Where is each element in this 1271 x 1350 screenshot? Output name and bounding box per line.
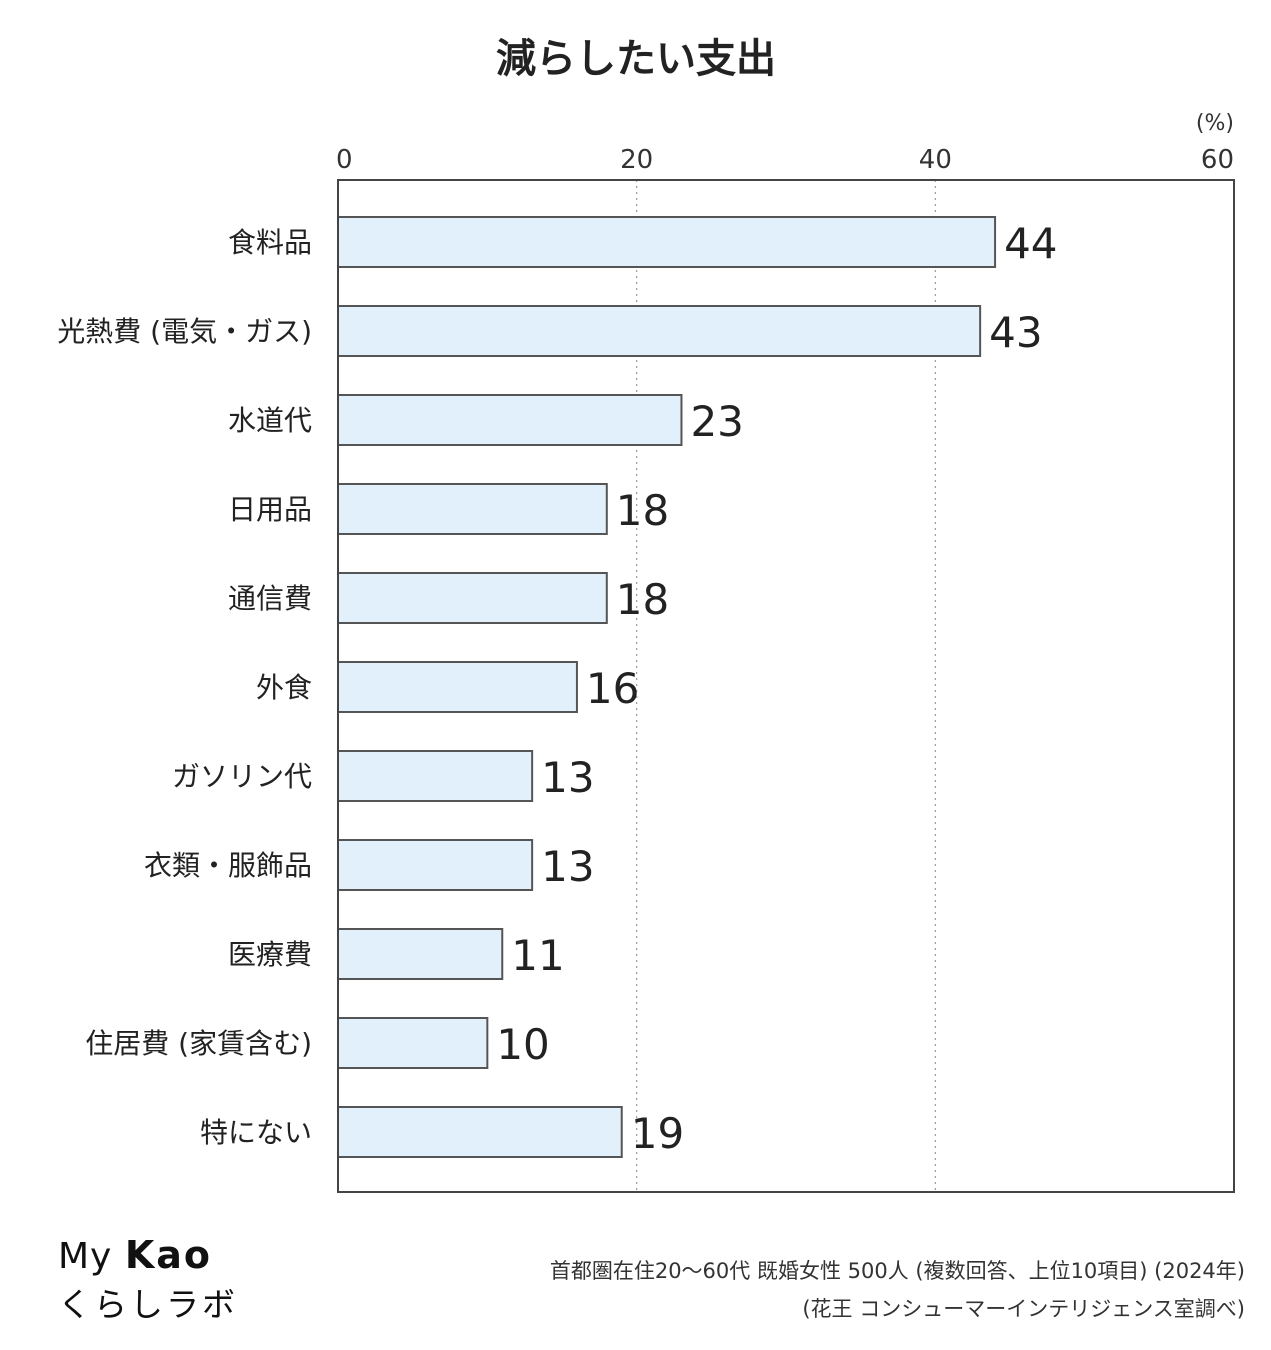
x-tick-label: 20 xyxy=(620,145,653,175)
bars xyxy=(337,216,997,1158)
bar xyxy=(337,928,504,980)
bar xyxy=(337,661,578,713)
value-label: 13 xyxy=(541,842,594,891)
value-label: 23 xyxy=(690,397,743,446)
value-label: 10 xyxy=(496,1020,549,1069)
plot-frame xyxy=(337,179,1235,1193)
bar xyxy=(337,394,683,446)
logo-my-text: My xyxy=(58,1236,113,1277)
chart-title: 減らしたい支出 xyxy=(496,36,776,82)
mykao-logo: My Kao くらしラボ xyxy=(58,1232,238,1330)
bar xyxy=(337,1106,623,1158)
value-label: 18 xyxy=(616,575,669,624)
category-label: 医療費 xyxy=(228,938,312,971)
bar xyxy=(337,216,997,268)
value-label: 19 xyxy=(631,1109,684,1158)
category-label: 通信費 xyxy=(228,582,312,615)
value-label: 13 xyxy=(541,753,594,802)
category-label: 衣類・服飾品 xyxy=(144,849,312,882)
bar xyxy=(337,305,982,357)
x-tick-labels: 0 20 40 60 xyxy=(336,145,1234,175)
x-tick-label: 40 xyxy=(919,145,952,175)
category-label: 水道代 xyxy=(228,404,312,437)
survey-note-line2: (花王 コンシューマーインテリジェンス室調べ) xyxy=(802,1297,1245,1321)
logo-kurashi-labo-text: くらしラボ xyxy=(58,1285,238,1324)
value-label: 16 xyxy=(586,664,639,713)
logo-kao-text: Kao xyxy=(124,1233,213,1277)
bar xyxy=(337,1017,489,1069)
category-label: 食料品 xyxy=(228,226,312,259)
bar xyxy=(337,483,608,535)
category-label: 外食 xyxy=(256,671,312,704)
value-label: 44 xyxy=(1004,219,1057,268)
survey-note-line1: 首都圏在住20〜60代 既婚女性 500人 (複数回答、上位10項目) (202… xyxy=(549,1259,1245,1283)
category-label: 光熱費 (電気・ガス) xyxy=(57,315,312,348)
value-label: 11 xyxy=(511,931,564,980)
value-labels: 44 43 23 18 18 16 13 13 11 10 19 xyxy=(496,219,1057,1158)
survey-note: 首都圏在住20〜60代 既婚女性 500人 (複数回答、上位10項目) (202… xyxy=(550,1252,1245,1328)
bar xyxy=(337,572,608,624)
category-label: ガソリン代 xyxy=(172,760,312,793)
value-label: 18 xyxy=(616,486,669,535)
x-tick-label: 0 xyxy=(336,145,353,175)
category-label: 特にない xyxy=(200,1116,312,1149)
x-tick-label: 60 xyxy=(1201,145,1234,175)
bar xyxy=(337,839,534,891)
bar xyxy=(337,750,534,802)
category-label: 住居費 (家賃含む) xyxy=(85,1027,312,1060)
category-label: 日用品 xyxy=(228,493,312,526)
value-label: 43 xyxy=(989,308,1042,357)
unit-label: (%) xyxy=(1196,111,1234,136)
